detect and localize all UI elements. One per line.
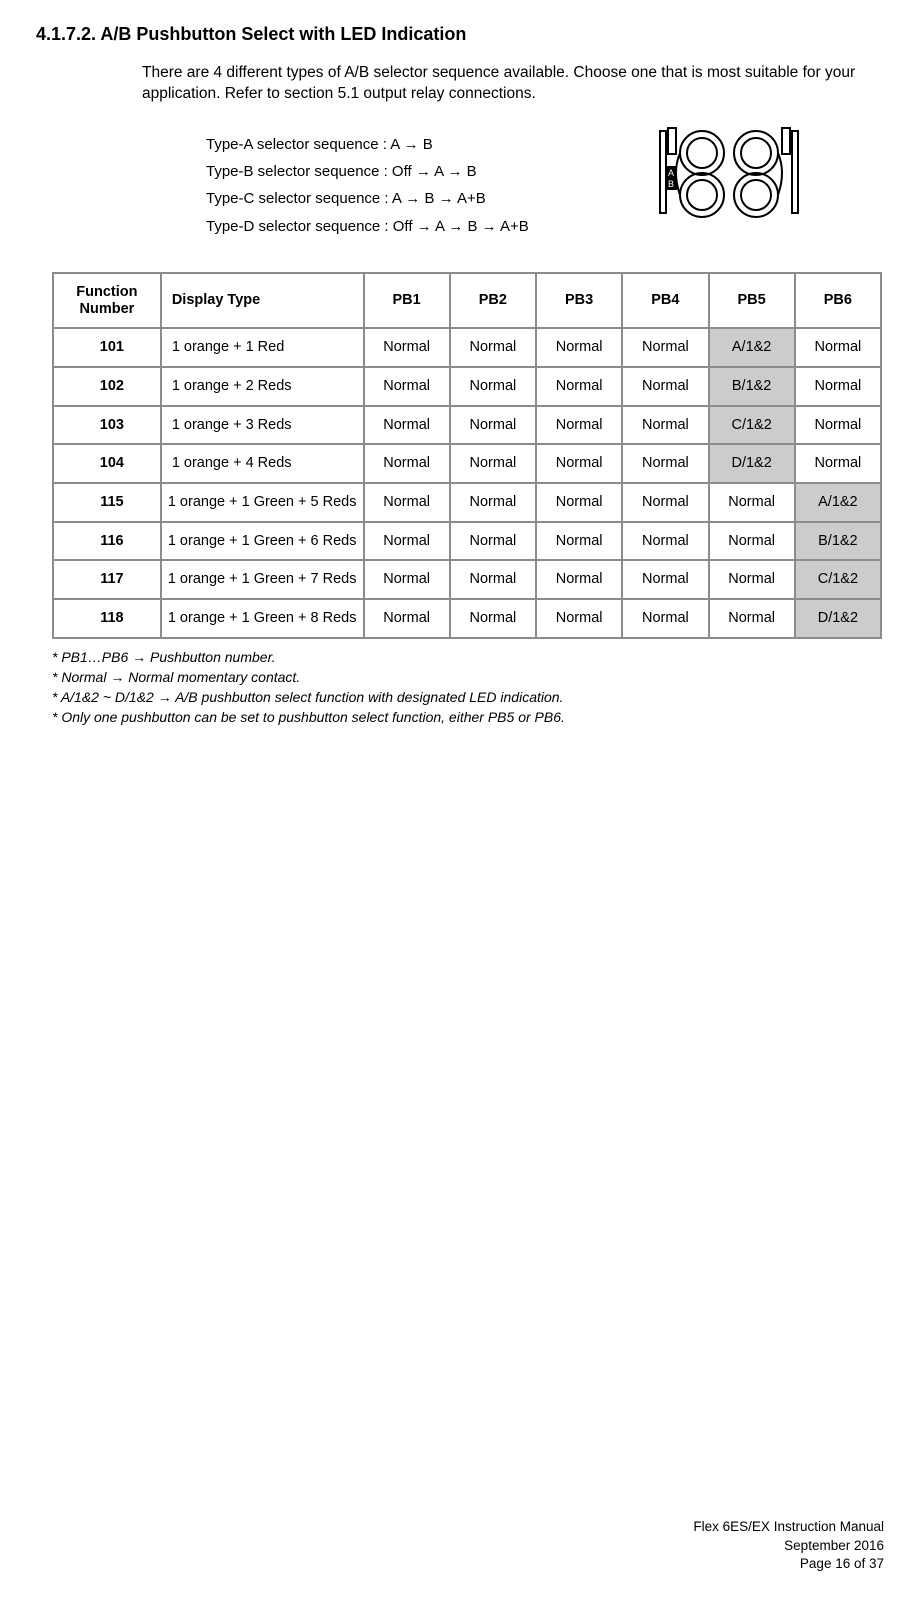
cell-pb1: Normal — [364, 483, 450, 522]
cell-pb1: Normal — [364, 367, 450, 406]
cell-pb5: Normal — [709, 522, 795, 561]
cell-pb1: Normal — [364, 599, 450, 638]
cell-pb3: Normal — [536, 328, 622, 367]
table-header-row: Function Number Display Type PB1 PB2 PB3… — [53, 273, 881, 328]
cell-pb5: Normal — [709, 560, 795, 599]
cell-pb6: B/1&2 — [795, 522, 881, 561]
pushbutton-diagram-icon: A B — [654, 125, 804, 225]
cell-function-number: 102 — [53, 367, 161, 406]
cell-pb2: Normal — [450, 328, 536, 367]
cell-pb4: Normal — [622, 522, 708, 561]
table-row: 1151 orange + 1 Green + 5 RedsNormalNorm… — [53, 483, 881, 522]
cell-pb1: Normal — [364, 328, 450, 367]
cell-pb3: Normal — [536, 406, 622, 445]
cell-pb1: Normal — [364, 560, 450, 599]
footer-page-number: Page 16 of 37 — [693, 1555, 884, 1573]
note-line: * A/1&2 ~ D/1&2 → A/B pushbutton select … — [52, 689, 884, 705]
cell-pb2: Normal — [450, 522, 536, 561]
cell-pb3: Normal — [536, 522, 622, 561]
footer-date: September 2016 — [693, 1537, 884, 1555]
cell-pb1: Normal — [364, 444, 450, 483]
cell-pb6: D/1&2 — [795, 599, 881, 638]
section-number: 4.1.7.2. — [36, 24, 96, 44]
cell-function-number: 117 — [53, 560, 161, 599]
cell-pb2: Normal — [450, 367, 536, 406]
cell-display-type: 1 orange + 3 Reds — [161, 406, 364, 445]
cell-pb1: Normal — [364, 522, 450, 561]
cell-pb6: Normal — [795, 444, 881, 483]
cell-display-type: 1 orange + 1 Green + 7 Reds — [161, 560, 364, 599]
cell-pb4: Normal — [622, 483, 708, 522]
cell-pb6: C/1&2 — [795, 560, 881, 599]
cell-function-number: 103 — [53, 406, 161, 445]
cell-pb5: Normal — [709, 599, 795, 638]
cell-pb4: Normal — [622, 599, 708, 638]
cell-pb4: Normal — [622, 328, 708, 367]
note-line: * Normal → Normal momentary contact. — [52, 669, 884, 685]
diagram-label-b: B — [668, 179, 674, 189]
table-row: 1181 orange + 1 Green + 8 RedsNormalNorm… — [53, 599, 881, 638]
cell-pb3: Normal — [536, 367, 622, 406]
col-pb2: PB2 — [450, 273, 536, 328]
table-row: 1011 orange + 1 RedNormalNormalNormalNor… — [53, 328, 881, 367]
cell-pb6: Normal — [795, 328, 881, 367]
cell-pb2: Normal — [450, 599, 536, 638]
cell-display-type: 1 orange + 4 Reds — [161, 444, 364, 483]
cell-pb3: Normal — [536, 483, 622, 522]
cell-display-type: 1 orange + 1 Green + 6 Reds — [161, 522, 364, 561]
cell-pb5: D/1&2 — [709, 444, 795, 483]
cell-pb5: A/1&2 — [709, 328, 795, 367]
col-pb1: PB1 — [364, 273, 450, 328]
cell-pb6: A/1&2 — [795, 483, 881, 522]
note-line: * PB1…PB6 → Pushbutton number. — [52, 649, 884, 665]
notes-block: * PB1…PB6 → Pushbutton number. * Normal … — [52, 649, 884, 725]
table-row: 1021 orange + 2 RedsNormalNormalNormalNo… — [53, 367, 881, 406]
cell-function-number: 115 — [53, 483, 161, 522]
col-display-type: Display Type — [161, 273, 364, 328]
table-row: 1031 orange + 3 RedsNormalNormalNormalNo… — [53, 406, 881, 445]
cell-pb5: B/1&2 — [709, 367, 795, 406]
table-row: 1041 orange + 4 RedsNormalNormalNormalNo… — [53, 444, 881, 483]
function-table: Function Number Display Type PB1 PB2 PB3… — [52, 272, 882, 639]
col-pb4: PB4 — [622, 273, 708, 328]
col-function-number: Function Number — [53, 273, 161, 328]
cell-pb2: Normal — [450, 560, 536, 599]
cell-pb5: Normal — [709, 483, 795, 522]
footer-manual-title: Flex 6ES/EX Instruction Manual — [693, 1518, 884, 1536]
cell-pb3: Normal — [536, 599, 622, 638]
note-line: * Only one pushbutton can be set to push… — [52, 709, 884, 725]
cell-pb1: Normal — [364, 406, 450, 445]
cell-display-type: 1 orange + 1 Green + 5 Reds — [161, 483, 364, 522]
cell-pb2: Normal — [450, 406, 536, 445]
col-pb5: PB5 — [709, 273, 795, 328]
cell-function-number: 101 — [53, 328, 161, 367]
cell-function-number: 116 — [53, 522, 161, 561]
cell-pb4: Normal — [622, 406, 708, 445]
section-heading: 4.1.7.2. A/B Pushbutton Select with LED … — [36, 24, 884, 45]
diagram-label-a: A — [668, 168, 674, 178]
col-pb3: PB3 — [536, 273, 622, 328]
cell-pb2: Normal — [450, 483, 536, 522]
cell-function-number: 104 — [53, 444, 161, 483]
cell-pb4: Normal — [622, 444, 708, 483]
cell-pb4: Normal — [622, 367, 708, 406]
cell-pb4: Normal — [622, 560, 708, 599]
cell-pb6: Normal — [795, 367, 881, 406]
col-pb6: PB6 — [795, 273, 881, 328]
cell-pb2: Normal — [450, 444, 536, 483]
section-title-text: A/B Pushbutton Select with LED Indicatio… — [100, 24, 466, 44]
cell-pb6: Normal — [795, 406, 881, 445]
table-row: 1171 orange + 1 Green + 7 RedsNormalNorm… — [53, 560, 881, 599]
sequence-block: Type-A selector sequence : A → B Type-B … — [206, 133, 884, 238]
intro-paragraph: There are 4 different types of A/B selec… — [142, 63, 884, 105]
cell-display-type: 1 orange + 1 Red — [161, 328, 364, 367]
cell-function-number: 118 — [53, 599, 161, 638]
cell-display-type: 1 orange + 1 Green + 8 Reds — [161, 599, 364, 638]
cell-pb3: Normal — [536, 444, 622, 483]
table-row: 1161 orange + 1 Green + 6 RedsNormalNorm… — [53, 522, 881, 561]
cell-pb3: Normal — [536, 560, 622, 599]
cell-display-type: 1 orange + 2 Reds — [161, 367, 364, 406]
page-footer: Flex 6ES/EX Instruction Manual September… — [693, 1518, 884, 1573]
cell-pb5: C/1&2 — [709, 406, 795, 445]
